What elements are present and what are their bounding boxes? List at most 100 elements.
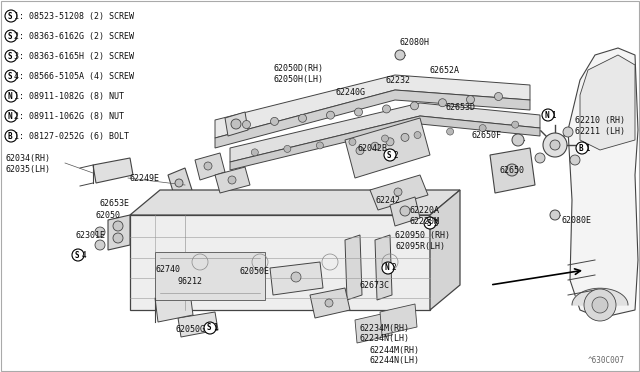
- Circle shape: [512, 121, 518, 128]
- Circle shape: [204, 322, 216, 334]
- Polygon shape: [430, 190, 460, 310]
- Circle shape: [410, 102, 419, 110]
- Text: 2: 2: [392, 263, 396, 273]
- Text: 62242: 62242: [375, 196, 400, 205]
- Circle shape: [512, 134, 524, 146]
- Circle shape: [271, 118, 278, 125]
- Polygon shape: [215, 167, 250, 193]
- Text: S: S: [426, 218, 431, 228]
- Text: 62653E: 62653E: [100, 199, 130, 208]
- Text: 62035(LH): 62035(LH): [5, 164, 50, 173]
- Text: 62042B: 62042B: [358, 144, 388, 153]
- Text: 62301E: 62301E: [75, 231, 105, 240]
- Polygon shape: [380, 304, 417, 335]
- Polygon shape: [230, 116, 540, 170]
- Circle shape: [5, 90, 17, 102]
- Text: N: N: [384, 263, 389, 273]
- Text: 62740: 62740: [155, 266, 180, 275]
- Text: S: S: [7, 32, 12, 41]
- Polygon shape: [155, 252, 265, 300]
- Text: 62050H(LH): 62050H(LH): [273, 74, 323, 83]
- Text: 62210 (RH): 62210 (RH): [575, 115, 625, 125]
- Polygon shape: [215, 90, 530, 148]
- Polygon shape: [370, 175, 428, 210]
- Text: 2: 08363-6162G (2) SCREW: 2: 08363-6162G (2) SCREW: [14, 32, 134, 41]
- Polygon shape: [225, 112, 248, 136]
- Circle shape: [231, 119, 241, 129]
- Circle shape: [291, 272, 301, 282]
- Polygon shape: [155, 193, 176, 215]
- Polygon shape: [195, 153, 225, 180]
- Circle shape: [535, 153, 545, 163]
- Circle shape: [467, 96, 474, 104]
- Circle shape: [382, 262, 394, 274]
- Text: 62220M: 62220M: [410, 217, 440, 225]
- Circle shape: [384, 149, 396, 161]
- Text: N: N: [7, 92, 12, 100]
- Text: 62080E: 62080E: [562, 215, 592, 224]
- Circle shape: [284, 145, 291, 153]
- Circle shape: [95, 227, 105, 237]
- Text: ^630C007: ^630C007: [588, 356, 625, 365]
- Text: 62095R(LH): 62095R(LH): [395, 241, 445, 250]
- Text: S: S: [386, 151, 391, 160]
- Polygon shape: [345, 118, 430, 178]
- Text: 1: 08127-0252G (6) BOLT: 1: 08127-0252G (6) BOLT: [14, 131, 129, 141]
- Text: 62653D: 62653D: [445, 103, 475, 112]
- Circle shape: [5, 110, 17, 122]
- Text: 4: 4: [81, 250, 86, 260]
- Text: 62240G: 62240G: [335, 87, 365, 96]
- Circle shape: [543, 133, 567, 157]
- Circle shape: [316, 142, 323, 149]
- Circle shape: [563, 127, 573, 137]
- Circle shape: [204, 162, 212, 170]
- Polygon shape: [270, 262, 323, 295]
- Circle shape: [447, 128, 454, 135]
- Text: N: N: [7, 112, 12, 121]
- Text: 62220A: 62220A: [410, 205, 440, 215]
- Text: 62050G: 62050G: [175, 326, 205, 334]
- Text: S: S: [7, 51, 12, 61]
- Polygon shape: [375, 235, 392, 300]
- Text: 1: 1: [586, 144, 590, 153]
- Polygon shape: [168, 168, 192, 198]
- Circle shape: [495, 93, 502, 100]
- Text: 3: 3: [433, 218, 438, 228]
- Circle shape: [5, 50, 17, 62]
- Text: 4: 08566-5105A (4) SCREW: 4: 08566-5105A (4) SCREW: [14, 71, 134, 80]
- Circle shape: [175, 179, 183, 187]
- Circle shape: [298, 114, 307, 122]
- Text: 96212: 96212: [178, 278, 203, 286]
- Circle shape: [5, 70, 17, 82]
- Polygon shape: [355, 312, 392, 343]
- Text: 1: 1: [214, 324, 218, 333]
- Polygon shape: [310, 288, 350, 318]
- Text: 62650: 62650: [500, 166, 525, 174]
- Text: 2: 08911-1062G (8) NUT: 2: 08911-1062G (8) NUT: [14, 112, 124, 121]
- Circle shape: [228, 176, 236, 184]
- Text: 62050E: 62050E: [240, 267, 270, 276]
- Circle shape: [395, 50, 405, 60]
- Circle shape: [356, 147, 364, 155]
- Text: S: S: [7, 12, 12, 20]
- Circle shape: [325, 299, 333, 307]
- Circle shape: [576, 142, 588, 154]
- Circle shape: [252, 149, 259, 156]
- Polygon shape: [345, 235, 362, 300]
- Circle shape: [550, 210, 560, 220]
- Text: S: S: [7, 71, 12, 80]
- Polygon shape: [580, 55, 635, 150]
- Polygon shape: [215, 75, 530, 138]
- Circle shape: [400, 206, 410, 216]
- Circle shape: [355, 108, 362, 116]
- Circle shape: [394, 188, 402, 196]
- Polygon shape: [130, 215, 430, 310]
- Text: 62673C: 62673C: [360, 280, 390, 289]
- Circle shape: [381, 135, 388, 142]
- Circle shape: [243, 121, 250, 128]
- Circle shape: [113, 221, 123, 231]
- Text: B: B: [7, 131, 12, 141]
- Circle shape: [113, 233, 123, 243]
- Text: 62234N(LH): 62234N(LH): [360, 334, 410, 343]
- Text: 620950 (RH): 620950 (RH): [395, 231, 450, 240]
